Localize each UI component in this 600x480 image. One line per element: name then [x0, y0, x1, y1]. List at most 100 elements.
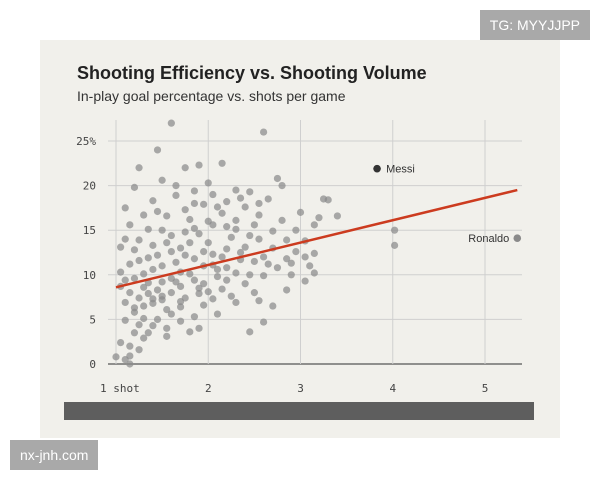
scatter-point	[135, 294, 143, 302]
x-tick-label: 2	[205, 382, 212, 395]
scatter-point	[186, 239, 194, 247]
scatter-point	[167, 310, 175, 318]
scatter-point	[181, 228, 189, 236]
scatter-point	[176, 282, 185, 290]
watermark-top-right: TG: MYYJJPP	[479, 10, 590, 40]
scatter-point	[181, 206, 189, 214]
scatter-point	[126, 360, 134, 368]
scatter-point	[195, 289, 203, 298]
scatter-point	[260, 128, 268, 136]
scatter-point	[153, 207, 162, 216]
y-tick-label: 10	[83, 269, 96, 282]
scatter-point	[190, 255, 199, 263]
scatter-point	[130, 183, 139, 191]
scatter-point	[204, 217, 212, 225]
scatter-point	[287, 271, 295, 279]
scatter-point	[273, 264, 282, 272]
highlight-label-ronaldo: Ronaldo	[468, 233, 509, 245]
scatter-point	[186, 215, 194, 224]
scatter-point	[255, 235, 263, 243]
scatter-point	[283, 255, 291, 263]
scatter-point	[135, 256, 143, 265]
scatter-point	[223, 276, 231, 284]
scatter-point	[176, 244, 185, 252]
scatter-point	[283, 286, 291, 294]
scatter-point	[301, 277, 309, 285]
scatter-point	[227, 233, 235, 241]
scatter-point	[232, 225, 240, 233]
y-tick-label: 5	[89, 313, 96, 326]
scatter-point	[181, 164, 189, 172]
y-tick-label: 25%	[76, 135, 96, 148]
data-points	[112, 119, 399, 368]
scatter-point	[213, 203, 222, 211]
scatter-point	[149, 295, 157, 303]
scatter-point	[250, 289, 258, 297]
scatter-point	[333, 212, 341, 220]
scatter-point	[390, 226, 399, 234]
scatter-point	[246, 188, 254, 196]
scatter-point	[140, 270, 148, 278]
scatter-point	[149, 197, 157, 205]
scatter-point	[223, 264, 231, 272]
scatter-point	[260, 253, 268, 261]
scatter-point	[176, 297, 185, 306]
scatter-point	[218, 253, 226, 261]
scatter-point	[390, 241, 399, 249]
scatter-point	[130, 304, 139, 312]
scatter-point	[112, 353, 120, 361]
scatter-point	[213, 265, 222, 274]
scatter-point	[130, 274, 139, 282]
highlight-point-messi	[373, 164, 381, 173]
x-tick-label: 4	[389, 382, 396, 395]
scatter-point	[223, 223, 231, 231]
scatter-point	[236, 248, 245, 257]
scatter-point	[306, 262, 314, 270]
scatter-point	[227, 292, 235, 300]
scatter-point	[209, 250, 217, 258]
chart-title: Shooting Efficiency vs. Shooting Volume	[77, 63, 427, 83]
scatter-point	[260, 272, 268, 280]
scatter-point	[135, 346, 143, 354]
scatter-point	[117, 268, 125, 276]
scatter-point	[121, 204, 129, 212]
scatter-point	[158, 292, 166, 300]
scatter-point	[195, 230, 203, 238]
scatter-point	[158, 226, 166, 234]
trend-line	[115, 188, 518, 289]
scatter-point	[121, 276, 129, 284]
scatter-point	[255, 297, 263, 305]
scatter-point	[140, 211, 148, 219]
scatter-point	[167, 289, 175, 297]
scatter-point	[310, 221, 318, 229]
scatter-point	[204, 179, 212, 187]
scatter-point	[264, 260, 272, 268]
scatter-point	[204, 239, 212, 247]
scatter-point	[301, 253, 309, 261]
scatter-point	[232, 298, 240, 307]
highlight-point-ronaldo	[513, 234, 522, 243]
scatter-point	[269, 227, 277, 235]
scatter-point	[167, 119, 175, 127]
scatter-point	[181, 251, 189, 259]
scatter-point	[126, 342, 134, 350]
scatter-point	[117, 243, 125, 251]
scatter-point	[200, 280, 208, 288]
scatter-point	[176, 317, 185, 325]
scatter-point	[283, 236, 291, 244]
scatter-point	[186, 270, 194, 278]
scatter-point	[223, 198, 231, 206]
scatter-point	[172, 258, 180, 266]
scatter-point	[186, 328, 194, 336]
scatter-point	[246, 328, 254, 336]
scatter-point	[172, 182, 180, 190]
scatter-point	[190, 313, 199, 321]
scatter-point	[149, 241, 157, 249]
scatter-point	[144, 254, 152, 262]
scatter-point	[296, 208, 305, 216]
scatter-point	[163, 324, 171, 332]
scatter-point	[140, 334, 148, 342]
scatter-point	[200, 200, 208, 208]
scatter-point	[287, 259, 295, 267]
